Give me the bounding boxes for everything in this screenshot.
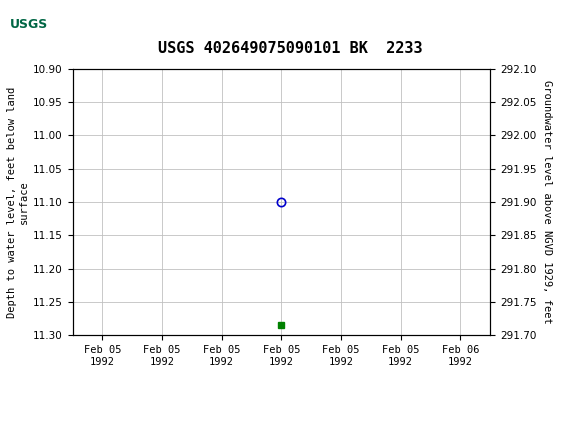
Bar bbox=[3, 4, 55, 45]
Text: USGS: USGS bbox=[10, 18, 48, 31]
Text: USGS 402649075090101 BK  2233: USGS 402649075090101 BK 2233 bbox=[158, 41, 422, 56]
Y-axis label: Groundwater level above NGVD 1929, feet: Groundwater level above NGVD 1929, feet bbox=[542, 80, 552, 324]
Y-axis label: Depth to water level, feet below land
surface: Depth to water level, feet below land su… bbox=[7, 86, 29, 318]
